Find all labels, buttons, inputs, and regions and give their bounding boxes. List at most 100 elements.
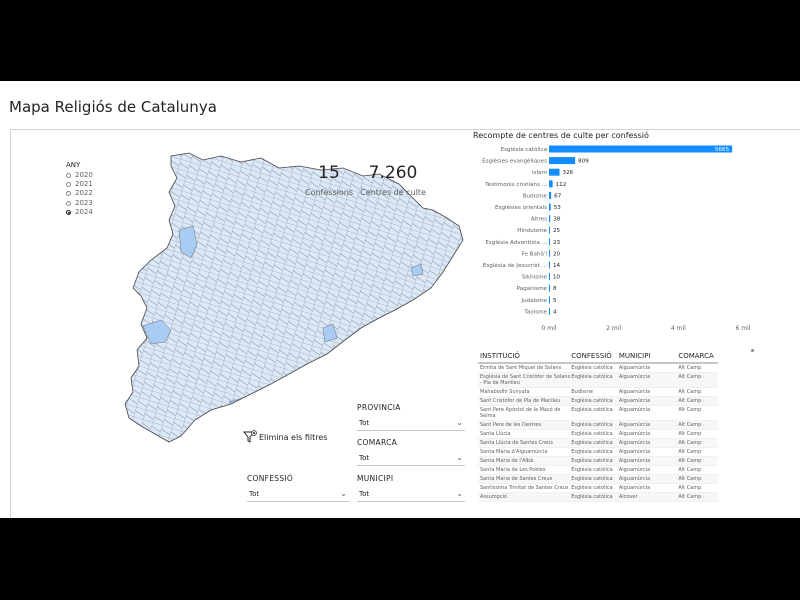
table-row[interactable]: Santíssima Trinitat de Santes Creus Esglé… (478, 484, 718, 493)
bar[interactable] (549, 307, 550, 315)
bar-value-label: 5 (553, 298, 557, 304)
bar[interactable] (549, 226, 550, 234)
bar-value-label: 20 (553, 251, 561, 257)
table-row[interactable]: Santa Llúcia Església catòlica Aiguamúrcia… (478, 430, 718, 439)
provincia-slicer-title: PROVINCIA (357, 403, 401, 412)
bar-category-label: Budisme (523, 193, 548, 199)
bar-value-label: 67 (554, 193, 562, 199)
table-cell: Santa Maria de Santes Creus (480, 476, 553, 482)
bar[interactable] (549, 249, 550, 257)
table-cell: Alt Camp (678, 494, 702, 500)
table-cell: Alt Camp (678, 398, 702, 404)
bar[interactable] (549, 168, 560, 176)
table-row[interactable]: Església de Sant Cristòfor de Solans - P… (478, 373, 718, 388)
column-header-confessio[interactable]: CONFESSIÓ (571, 352, 612, 360)
bar[interactable] (549, 284, 550, 292)
year-option-2023[interactable]: 2023 (66, 199, 93, 207)
table-row[interactable]: Sant Cristòfor de Pla de Manlleu Església… (478, 397, 718, 406)
year-option-label: 2024 (75, 208, 93, 216)
bar-chart[interactable]: Església catòlica 5665 Esglésies evangèliq… (471, 142, 771, 342)
municipi-value: Tot (359, 490, 370, 498)
year-option-2022[interactable]: 2022 (66, 189, 93, 197)
map-region-highlight[interactable] (410, 263, 424, 277)
table-cell: Santa Llúcia (480, 431, 511, 437)
map-region-highlight[interactable] (178, 225, 198, 259)
table-row[interactable]: Ermita de Sant Miquel de Solans Església … (478, 364, 718, 373)
more-options-icon[interactable] (751, 349, 754, 352)
kpi-centres-label: Centres de culte (360, 188, 426, 197)
table-row[interactable]: Assumpció Església catòlica Alcover Alt Cam… (478, 493, 718, 502)
bar[interactable] (549, 215, 551, 223)
table-cell: Budisme (571, 389, 593, 395)
table-cell: Església catòlica (571, 407, 613, 413)
catalonia-map[interactable] (111, 148, 471, 448)
map-region-highlight[interactable] (322, 323, 338, 343)
table-row[interactable]: Santa Maria d'Aiguamúrcia Església catòli… (478, 448, 718, 457)
bar[interactable] (549, 203, 551, 211)
table-row[interactable]: Santa Maria de l'Albà Església catòlica Ai… (478, 457, 718, 466)
map-region-barcelona[interactable] (330, 355, 362, 385)
table-body: Ermita de Sant Miquel de Solans Església … (478, 364, 718, 502)
bar-value-label: 14 (553, 263, 561, 269)
bar-category-label: Església Adventista ... (485, 239, 547, 246)
table-cell: Santa Maria de Les Pobles (480, 467, 546, 473)
map-region-highlight[interactable] (142, 319, 172, 345)
x-tick-label: 2 mil (606, 325, 621, 332)
column-header-comarca[interactable]: COMARCA (678, 352, 714, 360)
bar[interactable] (549, 157, 576, 165)
chevron-down-icon: ⌄ (456, 453, 463, 462)
table-cell: Aiguamúrcia (618, 389, 651, 395)
municipi-slicer-title: MUNICIPI (357, 474, 394, 483)
year-option-2020[interactable]: 2020 (66, 171, 93, 179)
table-cell: Sant Pere Apòstol de la Masó de Selma (480, 407, 561, 419)
bar-category-label: Esglésies evangèliques (482, 158, 547, 165)
comarca-slicer-title: COMARCA (357, 438, 398, 447)
table-cell: Alt Camp (678, 422, 702, 428)
bar[interactable] (549, 296, 550, 304)
map-outline (124, 152, 464, 443)
bar-category-label: Altres (531, 217, 547, 223)
table-cell: Alt Camp (678, 407, 702, 413)
year-option-2024[interactable]: 2024 (66, 208, 93, 216)
table-row[interactable]: Sant Pere Apòstol de la Masó de Selma Esg… (478, 406, 718, 421)
radio-icon (66, 190, 71, 196)
table-cell: Santa Maria d'Aiguamúrcia (480, 449, 548, 455)
year-option-2021[interactable]: 2021 (66, 180, 93, 188)
bar-value-label: 10 (553, 275, 561, 281)
year-option-label: 2021 (75, 180, 93, 188)
table-cell: Alt Camp (678, 458, 702, 464)
comarca-dropdown[interactable]: Tot ⌄ (357, 452, 465, 466)
confessio-slicer-title: CONFESSIÓ (247, 474, 294, 483)
table-row[interactable]: Santa Llúcia de Santes Creus Església cat… (478, 439, 718, 448)
table-cell: Santa Llúcia de Santes Creus (480, 440, 553, 446)
kpi-centres-value: 7.260 (368, 163, 418, 183)
bar[interactable] (549, 273, 550, 281)
table-header: INSTITUCIÓ CONFESSIÓ MUNICIPI COMARCA (478, 350, 718, 364)
bar-value-label: 4 (553, 309, 557, 315)
table-row[interactable]: Santa Maria de Santes Creus Església catò… (478, 475, 718, 484)
bar[interactable] (549, 238, 550, 246)
clear-filters-button[interactable]: Elimina els filtres (243, 430, 328, 444)
table-row[interactable]: Mahabodhi Sunyata Budisme Aiguamúrcia Alt C… (478, 388, 718, 397)
bar[interactable] (549, 145, 733, 153)
bar[interactable] (549, 261, 550, 269)
column-header-institucio[interactable]: INSTITUCIÓ (480, 352, 520, 360)
table-cell: Església de Sant Cristòfor de Solans - P… (480, 374, 571, 386)
bar[interactable] (549, 191, 552, 199)
confessio-dropdown[interactable]: Tot ⌄ (247, 488, 349, 502)
report-canvas: ANY 2020 2021 2022 2023 2024 (10, 129, 800, 518)
column-header-municipi[interactable]: MUNICIPI (618, 352, 651, 360)
table-cell: Alt Camp (678, 467, 702, 473)
bar-category-label: Taoisme (523, 309, 547, 315)
table-row[interactable]: Sant Pere de les Destres Església catòlic… (478, 421, 718, 430)
table-cell: Santa Maria de l'Albà (480, 458, 534, 464)
bar[interactable] (549, 180, 553, 188)
provincia-value: Tot (359, 419, 370, 427)
table-row[interactable]: Santa Maria de Les Pobles Església catòli… (478, 466, 718, 475)
provincia-dropdown[interactable]: Tot ⌄ (357, 417, 465, 431)
kpi-confessions-label: Confessions (305, 188, 353, 197)
table-cell: Alt Camp (678, 431, 702, 437)
municipi-dropdown[interactable]: Tot ⌄ (357, 488, 465, 502)
bar-value-label: 8 (553, 286, 557, 292)
table-cell: Ermita de Sant Miquel de Solans (480, 365, 562, 371)
